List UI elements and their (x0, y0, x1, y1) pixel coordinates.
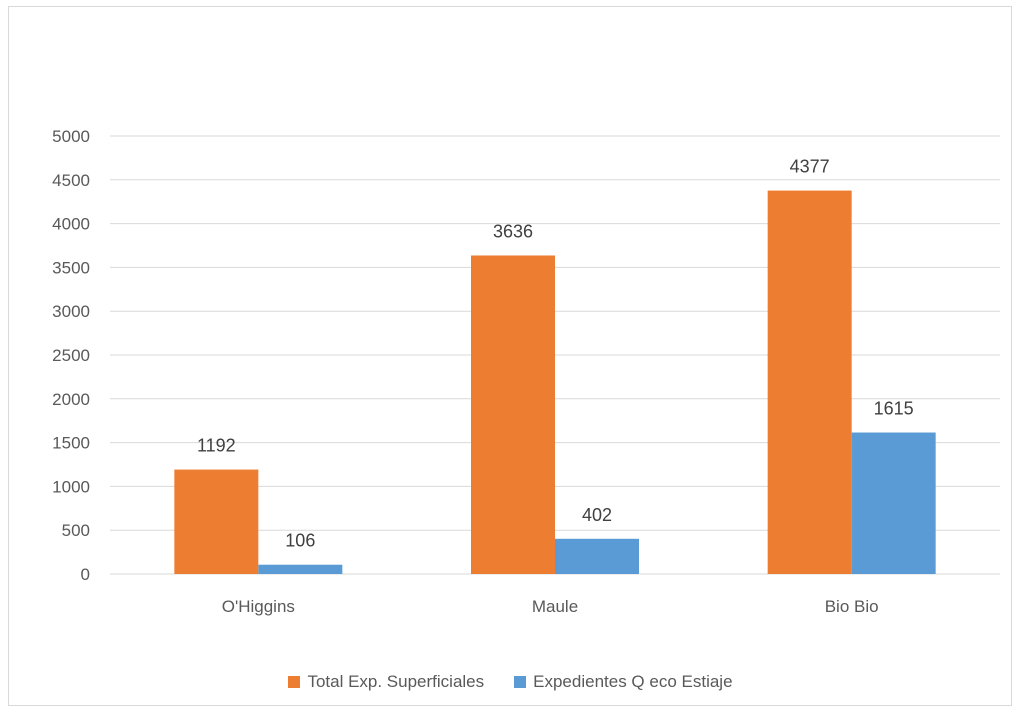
category-label: O'Higgins (222, 597, 295, 616)
legend-item-total[interactable]: Total Exp. Superficiales (288, 672, 484, 692)
y-axis-ticks: 0 500 1000 1500 2000 2500 3000 3500 4000 4500 5000 (52, 127, 90, 584)
data-label: 3636 (493, 221, 533, 241)
category-label: Bio Bio (825, 597, 879, 616)
legend-swatch-expedientes (514, 676, 527, 688)
legend: Total Exp. Superficiales Expedientes Q e… (0, 672, 1021, 692)
data-label: 4377 (790, 157, 830, 177)
y-tick-label: 2000 (52, 390, 90, 409)
bar (258, 564, 343, 574)
legend-swatch-total (288, 676, 301, 688)
category-labels: O'Higgins Maule Bio Bio (222, 597, 879, 616)
bar (555, 538, 639, 574)
y-tick-label: 0 (81, 565, 90, 584)
bar (174, 469, 259, 574)
y-tick-label: 2500 (52, 346, 90, 365)
y-tick-label: 3000 (52, 302, 90, 321)
legend-item-expedientes[interactable]: Expedientes Q eco Estiaje (514, 672, 733, 692)
y-tick-label: 1500 (52, 434, 90, 453)
y-tick-label: 4000 (52, 215, 90, 234)
data-label: 402 (582, 505, 612, 525)
y-tick-label: 5000 (52, 127, 90, 146)
bar (767, 190, 852, 574)
data-label: 106 (285, 531, 315, 551)
y-tick-label: 3500 (52, 258, 90, 277)
data-label: 1615 (874, 399, 914, 419)
bar (471, 255, 555, 575)
data-labels: 1192 106 3636 402 4377 1615 (197, 157, 914, 551)
legend-label-total: Total Exp. Superficiales (307, 672, 485, 691)
y-tick-label: 500 (62, 521, 90, 540)
y-tick-label: 4500 (52, 171, 90, 190)
bar (851, 432, 936, 574)
data-label: 1192 (197, 436, 236, 456)
legend-label-expedientes: Expedientes Q eco Estiaje (533, 672, 733, 691)
category-label: Maule (532, 597, 578, 616)
y-tick-label: 1000 (52, 477, 90, 496)
bars (174, 190, 936, 575)
